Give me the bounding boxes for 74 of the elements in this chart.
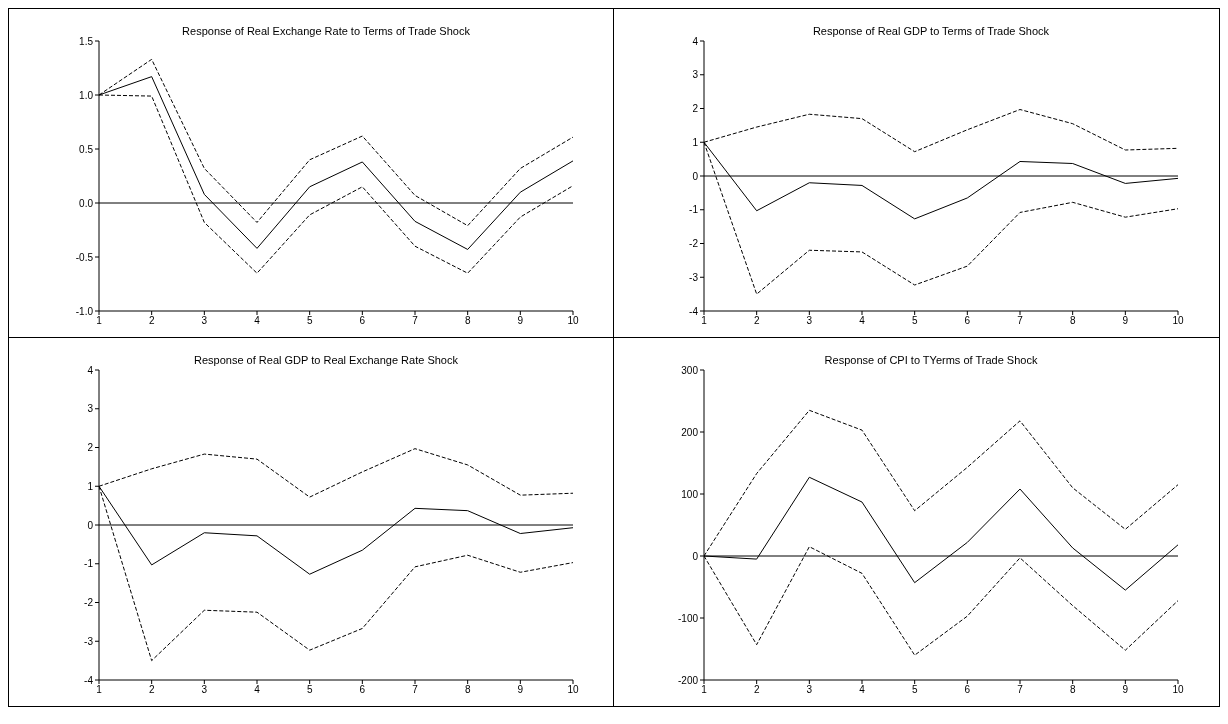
y-tick-label: 100: [681, 488, 699, 500]
x-tick-label: 10: [1172, 315, 1184, 327]
x-tick-label: 8: [1069, 684, 1076, 696]
x-tick-label: 5: [911, 684, 918, 696]
chart-title: Response of Real GDP to Terms of Trade Shock: [811, 25, 1051, 37]
x-tick-label: 6: [359, 684, 366, 696]
x-tick-label: 9: [517, 315, 524, 327]
x-tick-label: 1: [701, 684, 708, 696]
y-tick-label: 1.0: [79, 89, 94, 101]
y-tick-label: -3: [84, 635, 94, 647]
y-tick-label: -2: [689, 238, 699, 250]
y-tick-label: 4: [87, 364, 94, 376]
x-tick-label: 1: [701, 315, 708, 327]
y-tick-label: -4: [689, 305, 699, 317]
y-tick-label: 0: [87, 519, 94, 531]
x-tick-label: 7: [1017, 315, 1024, 327]
y-tick-label: 0.5: [79, 143, 94, 155]
x-tick-label: 9: [517, 684, 524, 696]
y-tick-label: 4: [692, 35, 699, 47]
x-tick-label: 5: [306, 315, 313, 327]
x-tick-label: 3: [806, 684, 813, 696]
x-tick-label: 6: [964, 315, 971, 327]
y-tick-label: -1.0: [75, 305, 94, 317]
x-tick-label: 7: [412, 315, 419, 327]
y-tick-label: 3: [692, 69, 699, 81]
x-tick-label: 2: [753, 684, 760, 696]
y-tick-label: -100: [677, 612, 699, 624]
x-tick-label: 4: [254, 684, 261, 696]
x-tick-label: 4: [254, 315, 261, 327]
y-tick-label: 1.5: [79, 35, 94, 47]
x-tick-label: 3: [201, 684, 208, 696]
x-tick-label: 4: [859, 315, 866, 327]
y-tick-label: -3: [689, 271, 699, 283]
x-tick-label: 9: [1122, 684, 1129, 696]
x-tick-label: 8: [464, 684, 471, 696]
y-tick-label: 1: [87, 480, 94, 492]
y-tick-label: -200: [677, 674, 699, 686]
x-tick-label: 2: [753, 315, 760, 327]
y-tick-label: 0: [692, 170, 699, 182]
y-tick-label: 3: [87, 403, 94, 415]
x-tick-label: 10: [567, 315, 579, 327]
x-tick-label: 3: [806, 315, 813, 327]
y-tick-label: -4: [84, 674, 94, 686]
x-tick-label: 1: [96, 684, 103, 696]
y-tick-label: 2: [87, 442, 94, 454]
chart-title: Response of CPI to TYerms of Trade Shock: [823, 354, 1039, 366]
y-tick-label: 200: [681, 426, 699, 438]
x-tick-label: 6: [359, 315, 366, 327]
y-tick-label: 2: [692, 103, 699, 115]
y-tick-label: -2: [84, 597, 94, 609]
x-tick-label: 7: [412, 684, 419, 696]
x-tick-label: 2: [148, 684, 155, 696]
y-tick-label: -0.5: [75, 251, 94, 263]
x-tick-label: 9: [1122, 315, 1129, 327]
x-tick-label: 2: [148, 315, 155, 327]
x-tick-label: 6: [964, 684, 971, 696]
y-tick-label: 0: [692, 550, 699, 562]
y-tick-label: 1: [692, 136, 699, 148]
y-tick-label: 300: [681, 364, 699, 376]
x-tick-label: 4: [859, 684, 866, 696]
chart-title: Response of Real GDP to Real Exchange Rate Shock: [193, 354, 459, 366]
x-tick-label: 10: [1172, 684, 1184, 696]
x-tick-label: 7: [1017, 684, 1024, 696]
x-tick-label: 3: [201, 315, 208, 327]
y-tick-label: 0.0: [79, 197, 94, 209]
x-tick-label: 8: [1069, 315, 1076, 327]
x-tick-label: 8: [464, 315, 471, 327]
x-tick-label: 1: [96, 315, 103, 327]
x-tick-label: 5: [306, 684, 313, 696]
chart-title: Response of Real Exchange Rate to Terms of Trade Shock: [181, 25, 471, 37]
y-tick-label: -1: [84, 558, 94, 570]
y-tick-label: -1: [689, 204, 699, 216]
x-tick-label: 10: [567, 684, 579, 696]
x-tick-label: 5: [911, 315, 918, 327]
